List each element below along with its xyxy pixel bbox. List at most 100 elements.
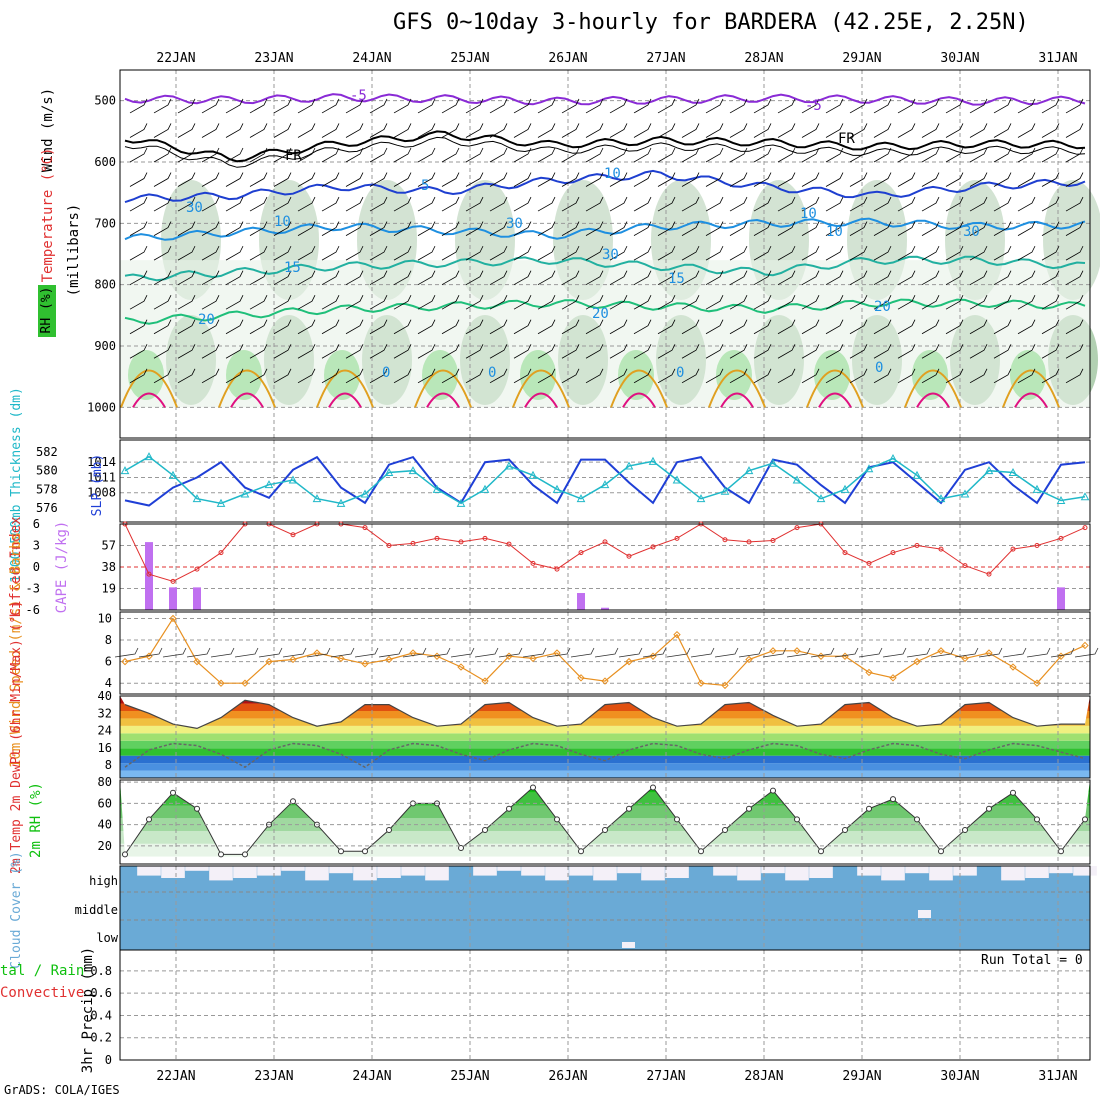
wind-barb	[609, 245, 628, 261]
temp-band	[120, 718, 1090, 726]
wind-barb	[489, 344, 508, 359]
cape-bar	[169, 587, 177, 610]
wind-barb	[729, 196, 748, 212]
lifted-marker	[746, 539, 752, 545]
thickness-marker	[192, 494, 202, 503]
temp-tick: 32	[98, 706, 112, 720]
contour-label: 20	[874, 299, 891, 315]
wind-barb	[321, 147, 340, 163]
wind-barb	[465, 270, 484, 286]
wind10m-marker	[409, 649, 417, 657]
precip-tick: 0.6	[90, 986, 112, 1000]
wind-barb	[681, 221, 700, 236]
contour-label: 30	[602, 247, 619, 263]
wind-barb	[321, 344, 340, 359]
lifted-marker	[650, 544, 656, 550]
rh2m-marker	[794, 816, 800, 823]
wind-barb	[441, 172, 460, 187]
wind-barb	[465, 295, 484, 310]
bottom-day-label: 26JAN	[548, 1069, 587, 1084]
contour-label: 15	[668, 271, 685, 287]
lifted-marker	[530, 560, 536, 566]
top-day-label: 30JAN	[940, 51, 979, 66]
wind-barb	[201, 270, 220, 286]
wind-barb	[513, 123, 532, 138]
wind-barb	[201, 147, 220, 163]
wind-barb	[321, 98, 340, 114]
wind-barb	[417, 196, 436, 212]
wind-barb	[681, 245, 700, 261]
wind-barb	[753, 295, 772, 310]
ylabel-cloud: Cloud Cover (%)	[9, 851, 24, 968]
thickness-marker	[768, 458, 778, 467]
thickness-marker	[264, 480, 274, 489]
temp-band	[120, 748, 1090, 756]
cloud-high-gap	[761, 866, 785, 874]
cloud-mid-gap	[918, 910, 931, 918]
contour-label: 0	[488, 365, 496, 381]
wind-barb	[369, 98, 388, 114]
wind-barb	[537, 221, 556, 236]
wind-barb	[1065, 344, 1084, 359]
cloud-high-gap	[617, 866, 641, 874]
wind-barb	[729, 368, 748, 384]
thickness-marker	[792, 475, 802, 484]
lifted-marker	[962, 563, 968, 569]
wind10m-marker	[505, 652, 513, 660]
wind-barb	[513, 245, 532, 261]
ylabel-precip: 3hr Precip (mm)	[80, 947, 96, 1073]
wind-barb	[321, 245, 340, 261]
wind-barb	[849, 123, 868, 138]
wind-barb	[201, 123, 220, 138]
wind-barb	[585, 98, 604, 114]
wind-barb	[753, 368, 772, 384]
wind-barb	[297, 295, 316, 310]
top-day-label: 31JAN	[1038, 51, 1077, 66]
precip-total-label: tal / Rain	[0, 963, 84, 979]
wind-barb	[1017, 270, 1036, 286]
wind-barb	[849, 295, 868, 310]
wind10m-marker	[913, 657, 921, 666]
pressure-tick: 900	[94, 339, 116, 353]
surface-barb	[978, 647, 1003, 658]
wind-barb	[849, 221, 868, 236]
ylabel-cape: CAPE (J/kg)	[54, 521, 70, 614]
wind-barb	[921, 147, 940, 163]
wind-barb	[945, 196, 964, 212]
surface-barb	[234, 647, 259, 658]
wind10m-marker	[673, 630, 681, 639]
wind-barb	[417, 147, 436, 163]
wind-barb	[273, 172, 292, 187]
wind-barb	[849, 344, 868, 359]
rh2m-marker	[1034, 816, 1040, 823]
temp-band	[120, 755, 1090, 764]
thickness-marker	[432, 484, 442, 493]
thickness-marker	[1080, 492, 1090, 501]
contour-30	[132, 392, 166, 408]
lifted-marker	[290, 532, 296, 538]
wind-barb	[273, 245, 292, 261]
cloud-high-gap	[425, 866, 449, 881]
wind-frame	[119, 611, 1091, 695]
wind-barb	[465, 123, 484, 138]
wind-barb	[849, 245, 868, 261]
wind-barb	[1017, 123, 1036, 138]
wind-barb	[1017, 172, 1036, 187]
lifted-line	[124, 523, 1086, 582]
wind-barb	[345, 221, 364, 236]
wind-barb	[1065, 368, 1084, 384]
cloud-high-gap	[737, 866, 761, 881]
wind10m-marker	[817, 652, 825, 660]
wind-barb	[969, 123, 988, 138]
wind-barb	[801, 319, 820, 335]
surface-barb	[642, 647, 667, 658]
wind-barb	[561, 245, 580, 261]
wind-barb	[585, 196, 604, 212]
wind-barb	[705, 147, 724, 163]
surface-barb	[210, 647, 235, 658]
wind-barb	[801, 270, 820, 286]
lifted-marker	[914, 543, 920, 548]
wind-barb	[153, 172, 172, 187]
wind-barb	[753, 319, 772, 335]
